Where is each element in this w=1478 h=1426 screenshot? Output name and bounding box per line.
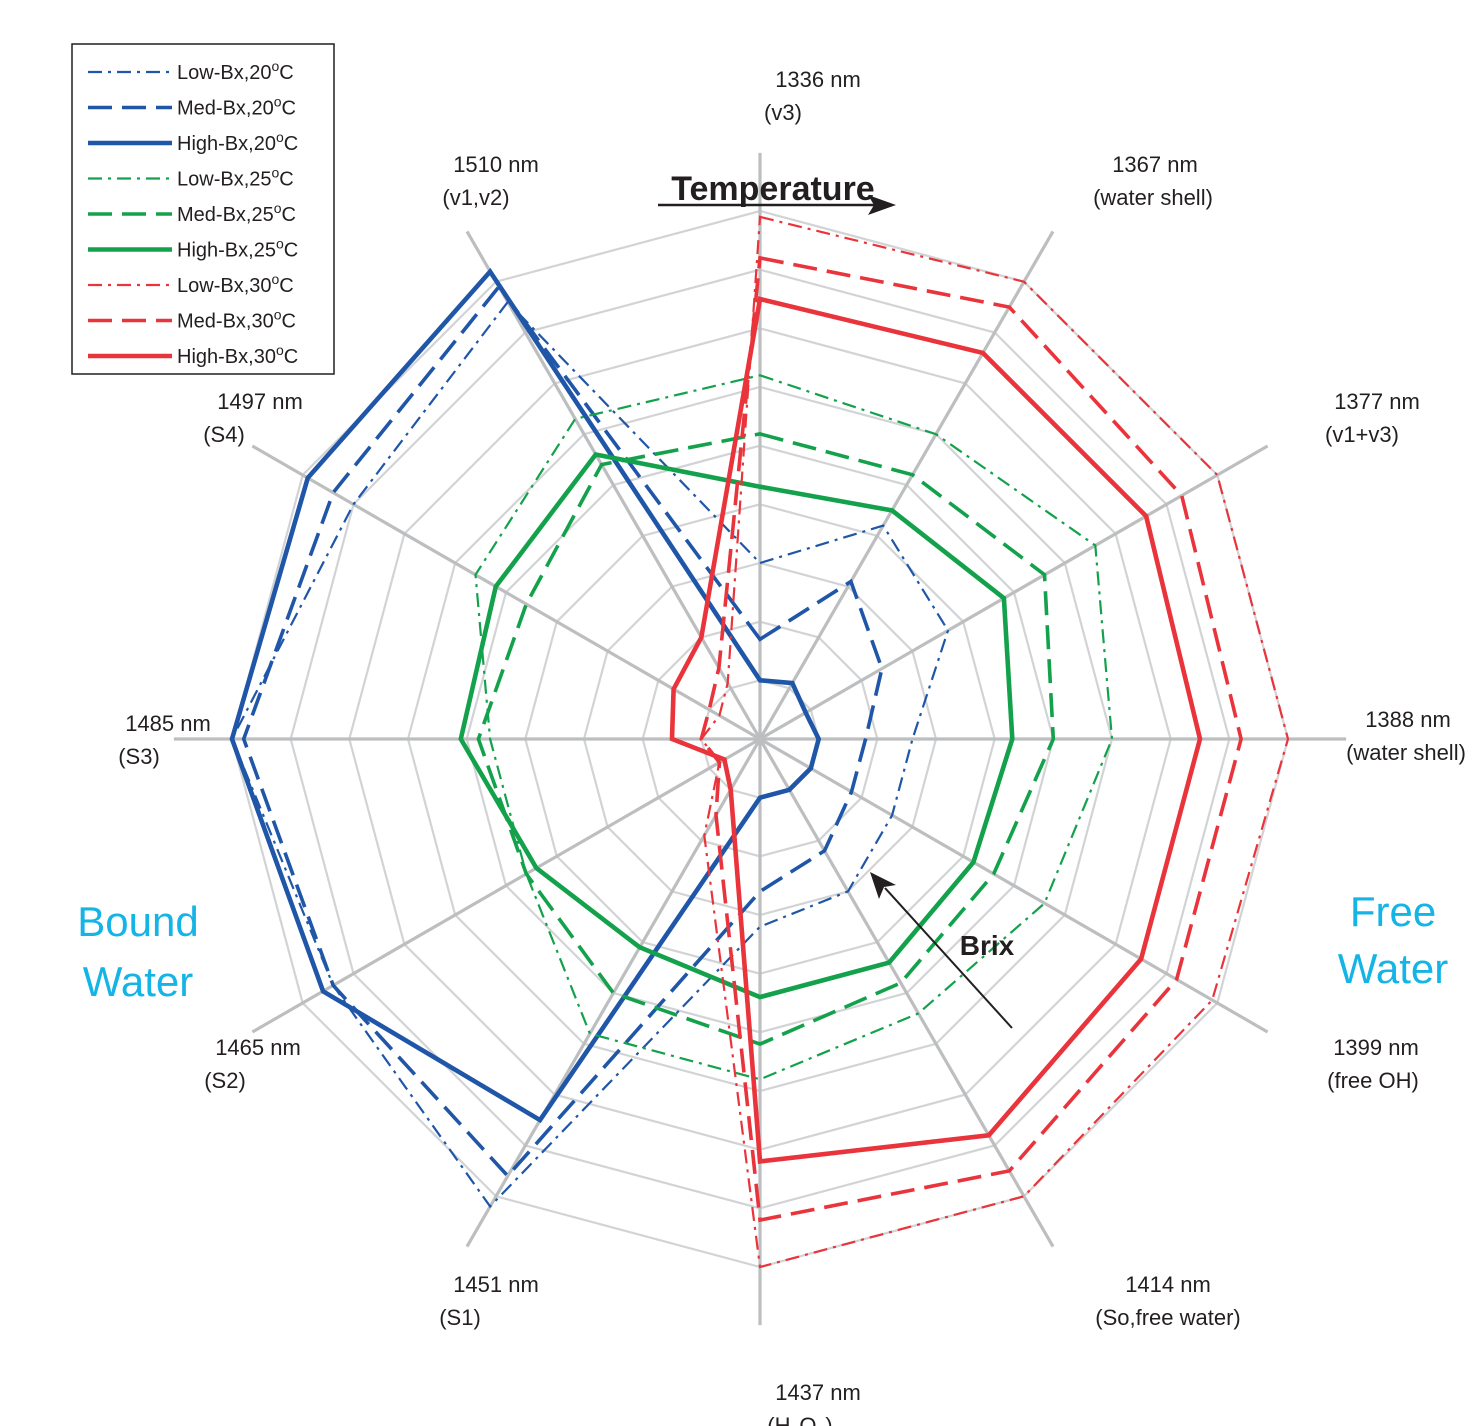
free-water-label: Free Water [1338,888,1448,992]
axis-spoke-4 [759,737,1269,1034]
axis-label-0: 1336 nm [775,67,861,92]
legend-label-5: High-Bx,25oC [177,236,298,262]
axis-label-11: 1510 nm [453,152,539,177]
axis-sublabel-11: (v1,v2) [442,185,509,210]
axis-sublabel-2: (v1+v3) [1325,422,1399,447]
series-low-bx-20-c [230,300,950,1209]
axis-sublabel-6: (H5O2) [767,1413,832,1426]
axis-label-9: 1485 nm [125,711,211,736]
brix-arrowhead [870,872,896,899]
axis-spoke-2 [759,444,1269,741]
axis-spoke-1 [758,230,1055,740]
axis-spoke-10 [251,444,761,741]
brix-label: Brix [960,930,1015,961]
axis-sublabel-0: (v3) [764,100,802,125]
free-water-line-1: Free [1350,888,1436,935]
temperature-label: Temperature [671,170,874,208]
axis-spoke-8 [251,737,761,1034]
axis-sublabel-9: (S3) [118,744,160,769]
legend-label-4: Med-Bx,25oC [177,200,296,226]
axis-spoke-5 [758,738,1055,1248]
free-water-line-2: Water [1338,945,1448,992]
brix-annotation: Brix [870,872,1015,1029]
series-high-bx-30-c [669,296,1203,1164]
legend-box [71,43,335,375]
axis-label-4: 1399 nm [1333,1035,1419,1060]
legend-label-6: Low-Bx,30oC [177,271,294,297]
series-high-bx-25-c [458,451,1015,1000]
axis-sublabel-1: (water shell) [1093,185,1213,210]
axis-label-1: 1367 nm [1112,152,1198,177]
axis-label-8: 1465 nm [215,1035,301,1060]
bound-water-line-2: Water [83,958,193,1005]
axis-sublabel-5: (So,free water) [1095,1305,1241,1330]
axis-label-2: 1377 nm [1334,389,1420,414]
axis-sublabel-3: (water shell) [1346,740,1466,765]
legend: Low-Bx,20oC Med-Bx,20oC High-Bx,20oC Low-Bx… [71,43,335,375]
axis-label-6: 1437 nm [775,1380,861,1405]
temperature-arrowhead [868,195,896,215]
brix-arrow [884,887,1013,1029]
radar-series [229,215,1290,1269]
axis-sublabel-4: (free OH) [1327,1068,1419,1093]
axis-label-3: 1388 nm [1365,707,1451,732]
axis-labels: 1336 nm (v3) 1367 nm (water shell) 1377 nm (v… [118,67,1466,1426]
axis-spoke-7 [465,738,762,1248]
legend-label-0: Low-Bx,20oC [177,58,294,84]
series-low-bx-25-c [474,374,1114,1081]
axis-label-7: 1451 nm [453,1272,539,1297]
axis-sublabel-8: (S2) [204,1068,246,1093]
legend-label-7: Med-Bx,30oC [177,307,296,333]
series-low-bx-30-c [699,215,1290,1269]
legend-label-1: Med-Bx,20oC [177,94,296,120]
series-med-bx-30-c [699,255,1243,1223]
axis-label-5: 1414 nm [1125,1272,1211,1297]
axis-sublabel-7: (S1) [439,1305,481,1330]
temperature-annotation: Temperature [658,170,896,215]
series-med-bx-25-c [476,432,1056,1047]
series-high-bx-20-c [229,267,822,1124]
axis-spoke-11 [465,230,762,740]
axis-label-10: 1497 nm [217,389,303,414]
bound-water-label: Bound Water [77,898,198,1005]
legend-label-3: Low-Bx,25oC [177,165,294,191]
series-med-bx-20-c [241,283,884,1179]
axis-sublabel-10: (S4) [203,422,245,447]
legend-label-2: High-Bx,20oC [177,129,298,155]
legend-label-8: High-Bx,30oC [177,342,298,368]
bound-water-line-1: Bound [77,898,198,945]
